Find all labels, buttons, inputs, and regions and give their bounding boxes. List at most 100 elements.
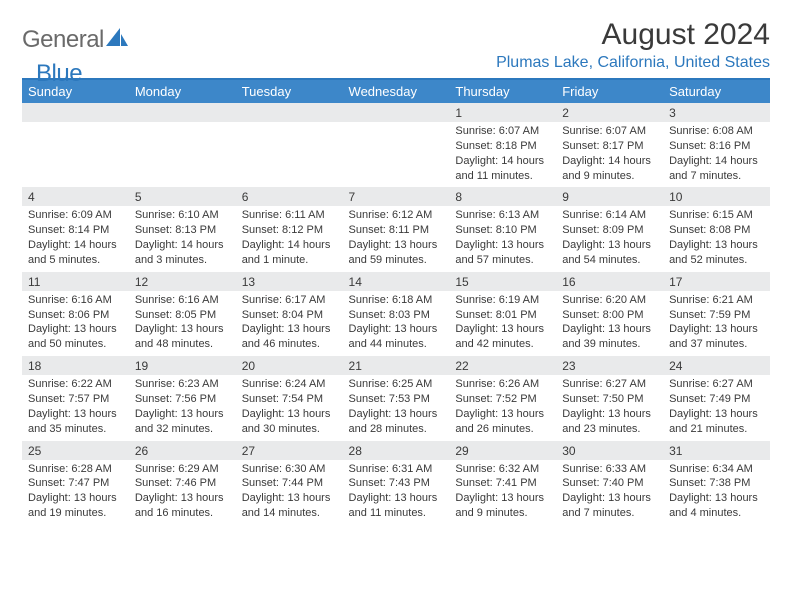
daylight-line: Daylight: 13 hours and 48 minutes.	[135, 322, 230, 352]
day-body: Sunrise: 6:23 AMSunset: 7:56 PMDaylight:…	[129, 375, 236, 440]
day-body: Sunrise: 6:16 AMSunset: 8:06 PMDaylight:…	[22, 291, 129, 356]
day-number: 29	[449, 441, 556, 460]
day-number-cell: 25	[22, 441, 129, 460]
day-body: Sunrise: 6:25 AMSunset: 7:53 PMDaylight:…	[343, 375, 450, 440]
day-number: 26	[129, 441, 236, 460]
day-body-cell: Sunrise: 6:29 AMSunset: 7:46 PMDaylight:…	[129, 460, 236, 525]
day-number-cell: 30	[556, 441, 663, 460]
day-body	[22, 122, 129, 128]
day-number	[129, 103, 236, 122]
daylight-line: Daylight: 14 hours and 3 minutes.	[135, 238, 230, 268]
day-body-cell: Sunrise: 6:32 AMSunset: 7:41 PMDaylight:…	[449, 460, 556, 525]
sunrise-line: Sunrise: 6:16 AM	[135, 293, 230, 308]
sunset-line: Sunset: 7:57 PM	[28, 392, 123, 407]
day-body-cell	[236, 122, 343, 187]
daylight-line: Daylight: 13 hours and 54 minutes.	[562, 238, 657, 268]
daylight-line: Daylight: 13 hours and 52 minutes.	[669, 238, 764, 268]
sunset-line: Sunset: 8:11 PM	[349, 223, 444, 238]
sunset-line: Sunset: 7:40 PM	[562, 476, 657, 491]
sunset-line: Sunset: 7:50 PM	[562, 392, 657, 407]
day-number: 6	[236, 187, 343, 206]
daylight-line: Daylight: 13 hours and 7 minutes.	[562, 491, 657, 521]
day-body-cell	[22, 122, 129, 187]
daylight-line: Daylight: 13 hours and 46 minutes.	[242, 322, 337, 352]
day-body: Sunrise: 6:15 AMSunset: 8:08 PMDaylight:…	[663, 206, 770, 271]
day-header: Tuesday	[236, 80, 343, 103]
day-body: Sunrise: 6:10 AMSunset: 8:13 PMDaylight:…	[129, 206, 236, 271]
daylight-line: Daylight: 14 hours and 1 minute.	[242, 238, 337, 268]
logo-sail-icon	[106, 28, 128, 53]
day-header: Saturday	[663, 80, 770, 103]
calendar-page: General August 2024 Plumas Lake, Califor…	[0, 0, 792, 525]
day-body-cell: Sunrise: 6:18 AMSunset: 8:03 PMDaylight:…	[343, 291, 450, 356]
sunset-line: Sunset: 8:00 PM	[562, 308, 657, 323]
day-number: 5	[129, 187, 236, 206]
day-body: Sunrise: 6:13 AMSunset: 8:10 PMDaylight:…	[449, 206, 556, 271]
day-body	[129, 122, 236, 128]
week-body-row: Sunrise: 6:09 AMSunset: 8:14 PMDaylight:…	[22, 206, 770, 271]
day-body-cell: Sunrise: 6:20 AMSunset: 8:00 PMDaylight:…	[556, 291, 663, 356]
day-number: 20	[236, 356, 343, 375]
day-number: 1	[449, 103, 556, 122]
sunrise-line: Sunrise: 6:29 AM	[135, 462, 230, 477]
day-body-cell: Sunrise: 6:25 AMSunset: 7:53 PMDaylight:…	[343, 375, 450, 440]
sunset-line: Sunset: 7:38 PM	[669, 476, 764, 491]
sunrise-line: Sunrise: 6:11 AM	[242, 208, 337, 223]
day-body-cell: Sunrise: 6:30 AMSunset: 7:44 PMDaylight:…	[236, 460, 343, 525]
day-body: Sunrise: 6:33 AMSunset: 7:40 PMDaylight:…	[556, 460, 663, 525]
day-body: Sunrise: 6:07 AMSunset: 8:17 PMDaylight:…	[556, 122, 663, 187]
sunset-line: Sunset: 8:17 PM	[562, 139, 657, 154]
sunrise-line: Sunrise: 6:27 AM	[669, 377, 764, 392]
day-number-cell: 10	[663, 187, 770, 206]
day-body-cell: Sunrise: 6:17 AMSunset: 8:04 PMDaylight:…	[236, 291, 343, 356]
sunset-line: Sunset: 8:13 PM	[135, 223, 230, 238]
day-body-cell: Sunrise: 6:21 AMSunset: 7:59 PMDaylight:…	[663, 291, 770, 356]
sunrise-line: Sunrise: 6:28 AM	[28, 462, 123, 477]
calendar-body: 123Sunrise: 6:07 AMSunset: 8:18 PMDaylig…	[22, 103, 770, 525]
day-body-cell	[129, 122, 236, 187]
daylight-line: Daylight: 13 hours and 4 minutes.	[669, 491, 764, 521]
day-number: 3	[663, 103, 770, 122]
day-body: Sunrise: 6:22 AMSunset: 7:57 PMDaylight:…	[22, 375, 129, 440]
sunrise-line: Sunrise: 6:21 AM	[669, 293, 764, 308]
day-number: 19	[129, 356, 236, 375]
day-number: 7	[343, 187, 450, 206]
day-number-cell: 7	[343, 187, 450, 206]
logo-text-general: General	[22, 26, 104, 54]
week-number-row: 123	[22, 103, 770, 122]
day-number-cell: 9	[556, 187, 663, 206]
day-body: Sunrise: 6:17 AMSunset: 8:04 PMDaylight:…	[236, 291, 343, 356]
day-body: Sunrise: 6:34 AMSunset: 7:38 PMDaylight:…	[663, 460, 770, 525]
day-number: 8	[449, 187, 556, 206]
sunrise-line: Sunrise: 6:24 AM	[242, 377, 337, 392]
day-number: 13	[236, 272, 343, 291]
sunset-line: Sunset: 7:54 PM	[242, 392, 337, 407]
day-number-cell: 13	[236, 272, 343, 291]
day-number: 21	[343, 356, 450, 375]
daylight-line: Daylight: 13 hours and 44 minutes.	[349, 322, 444, 352]
day-body: Sunrise: 6:12 AMSunset: 8:11 PMDaylight:…	[343, 206, 450, 271]
sunset-line: Sunset: 8:16 PM	[669, 139, 764, 154]
day-body: Sunrise: 6:14 AMSunset: 8:09 PMDaylight:…	[556, 206, 663, 271]
day-body-cell: Sunrise: 6:28 AMSunset: 7:47 PMDaylight:…	[22, 460, 129, 525]
day-number-cell: 23	[556, 356, 663, 375]
day-number-cell	[343, 103, 450, 122]
day-number-cell: 22	[449, 356, 556, 375]
sunrise-line: Sunrise: 6:13 AM	[455, 208, 550, 223]
day-number-cell: 19	[129, 356, 236, 375]
week-body-row: Sunrise: 6:28 AMSunset: 7:47 PMDaylight:…	[22, 460, 770, 525]
day-number-cell: 21	[343, 356, 450, 375]
day-number: 14	[343, 272, 450, 291]
day-body-cell: Sunrise: 6:07 AMSunset: 8:18 PMDaylight:…	[449, 122, 556, 187]
day-number: 11	[22, 272, 129, 291]
day-body-cell: Sunrise: 6:33 AMSunset: 7:40 PMDaylight:…	[556, 460, 663, 525]
daylight-line: Daylight: 13 hours and 35 minutes.	[28, 407, 123, 437]
day-number: 28	[343, 441, 450, 460]
day-number-cell: 3	[663, 103, 770, 122]
daylight-line: Daylight: 13 hours and 37 minutes.	[669, 322, 764, 352]
sunset-line: Sunset: 7:43 PM	[349, 476, 444, 491]
day-number: 22	[449, 356, 556, 375]
day-body: Sunrise: 6:27 AMSunset: 7:50 PMDaylight:…	[556, 375, 663, 440]
sunset-line: Sunset: 7:59 PM	[669, 308, 764, 323]
sunrise-line: Sunrise: 6:10 AM	[135, 208, 230, 223]
